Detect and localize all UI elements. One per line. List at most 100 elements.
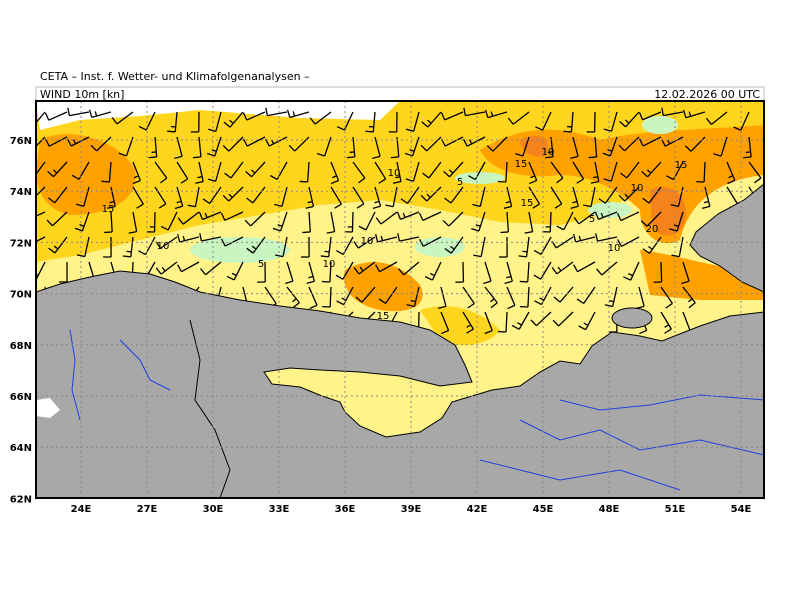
barb-flag [177,234,181,243]
barb-flag [641,170,648,178]
barb-flag [277,224,283,227]
barb-flag [177,264,183,272]
barb-flag [292,302,300,309]
barb-flag [517,322,522,326]
barb-flag [133,175,139,179]
wind-barb [44,111,68,121]
wind-barb [533,261,552,280]
wind-barb [743,136,752,159]
barb-shaft [282,236,288,257]
lon-label: 51E [665,504,686,515]
wind-barb [286,109,310,119]
barb-flag [138,250,146,256]
barb-shaft [578,211,596,225]
wind-barb [578,311,596,331]
barb-flag [23,213,26,220]
barb-shaft [685,111,706,119]
barb-shaft [676,211,684,232]
barb-shaft [176,161,189,180]
barb-shaft [478,211,486,232]
barb-flag [220,212,226,221]
barb-flag [36,279,37,280]
barb-shaft [403,261,420,276]
barb-shaft [449,161,464,178]
contour-label: 15 [515,159,528,170]
barb-flag [705,117,712,125]
barb-flag [572,200,578,204]
barb-flag [126,250,132,253]
wind-barb [528,186,541,209]
wind-barb [618,186,640,202]
barb-shaft [642,111,662,121]
barb-shaft [626,161,640,179]
barb-shaft [601,261,618,276]
wind-barb [385,186,398,208]
lat-label: 68N [10,341,32,352]
barb-flag [229,119,234,124]
barb-shaft [209,186,222,204]
wind-barb [570,136,579,160]
barb-flag [503,205,512,209]
barb-flag [305,205,314,209]
barb-shaft [324,136,332,157]
wind-barb [195,161,204,184]
barb-flag [673,224,679,227]
barb-flag [122,255,131,258]
barb-shaft [358,261,376,275]
barb-flag [422,172,430,179]
wind-barb [623,261,640,281]
barb-flag [206,152,216,157]
wind-barb [90,136,112,152]
barb-flag [365,130,374,133]
barb-shaft [440,286,447,307]
barb-flag [375,234,379,243]
barb-flag [745,151,751,154]
barb-flag [576,298,585,305]
barb-flag [334,203,342,209]
barb-flag [665,302,673,309]
wind-barb [48,186,68,204]
wind-barb [286,286,300,309]
barb-shaft [246,136,266,147]
barb-flag [101,180,110,183]
wind-barb [573,211,596,225]
barb-flag [563,130,572,133]
barb-shaft [294,136,310,152]
barb-flag [623,276,631,281]
barb-flag [358,177,366,184]
barb-flag [198,211,204,220]
barb-shaft [550,161,564,179]
wind-barb [705,111,728,125]
barb-flag [372,205,381,210]
barb-shaft [54,236,68,254]
barb-flag [427,119,432,124]
barb-shaft [286,261,294,282]
barb-flag [136,203,144,209]
barb-flag [107,205,116,209]
barb-flag [713,153,722,157]
wind-barb [321,261,332,283]
wind-barb [455,261,465,283]
barb-shaft [194,186,200,207]
barb-flag [440,329,449,335]
lon-label: 48E [599,504,620,515]
barb-shaft [110,186,116,207]
barb-flag [265,107,268,116]
wind-barb [528,161,538,185]
barb-flag [506,275,512,279]
barb-flag [272,227,281,232]
barb-shaft [224,236,244,247]
wind-barb [473,236,486,258]
wind-barb [59,261,68,283]
wind-barb [23,211,46,220]
barb-shaft [558,311,574,327]
barb-flag [398,268,405,276]
barb-shaft [413,111,420,132]
wind-barb [500,211,510,234]
wind-barb [550,161,564,184]
barb-flag [703,200,709,204]
wind-barb [155,261,178,275]
barb-flag [642,197,650,204]
wind-barb [696,161,706,183]
barb-shaft [570,111,574,132]
